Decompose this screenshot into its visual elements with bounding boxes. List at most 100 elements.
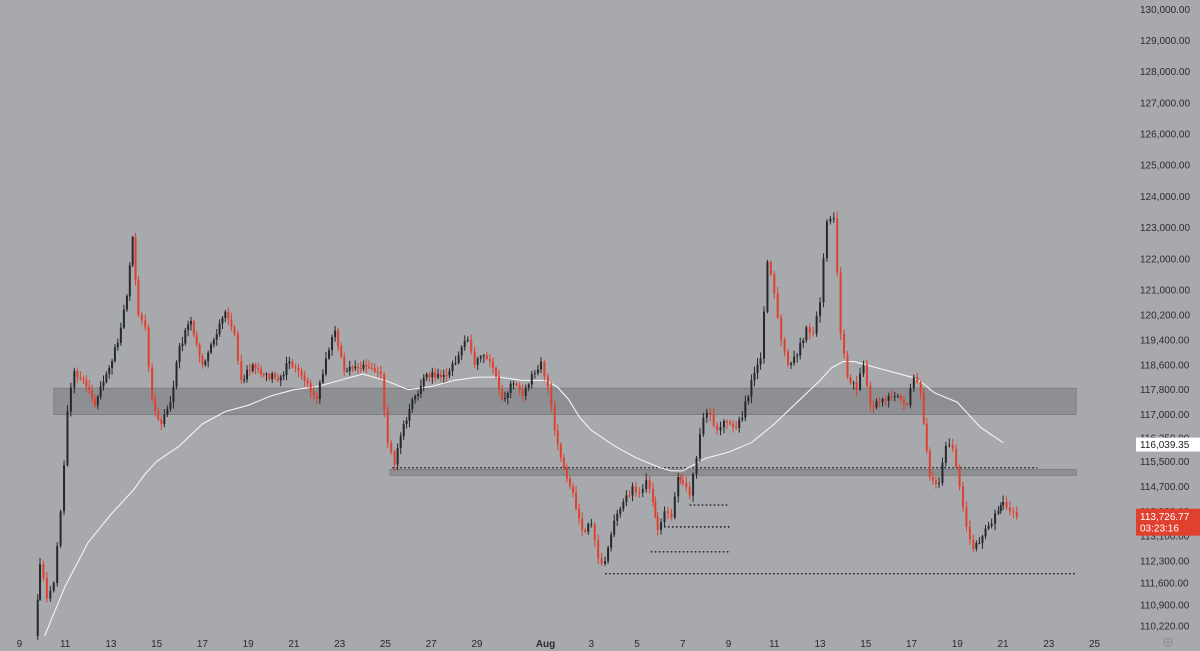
y-tick-label: 129,000.00 — [1140, 36, 1190, 47]
candle — [116, 338, 119, 351]
candle — [799, 337, 802, 360]
x-tick-label: 17 — [197, 639, 209, 650]
candle — [934, 476, 937, 489]
candle — [859, 367, 862, 392]
candle — [189, 316, 192, 331]
candle — [376, 366, 379, 378]
y-tick-label: 122,000.00 — [1140, 254, 1190, 265]
candle — [975, 540, 978, 552]
candle — [463, 335, 466, 351]
x-tick-label: 19 — [243, 639, 255, 650]
candle — [890, 389, 893, 401]
candle — [59, 509, 62, 548]
candle — [236, 330, 239, 366]
candle — [425, 372, 428, 382]
x-tick-label: Aug — [536, 639, 555, 650]
y-tick-label: 117,800.00 — [1140, 385, 1190, 396]
candle — [348, 360, 351, 376]
candle — [587, 522, 590, 535]
settings-icon[interactable] — [1163, 637, 1173, 647]
candle — [215, 329, 218, 346]
candle — [212, 337, 215, 348]
candle — [1008, 501, 1011, 516]
candle — [383, 372, 386, 418]
candle — [741, 411, 744, 423]
candle — [362, 360, 365, 372]
candle — [965, 501, 968, 532]
candle — [600, 552, 603, 567]
y-tick-label: 127,000.00 — [1140, 98, 1190, 109]
candle — [243, 374, 246, 384]
x-tick-label: 27 — [426, 639, 438, 650]
candle — [887, 392, 890, 408]
candle — [303, 370, 306, 387]
candle — [722, 419, 725, 434]
candle — [488, 354, 491, 368]
candle — [52, 581, 55, 593]
candle — [938, 477, 941, 488]
candles-group — [36, 211, 1018, 640]
candle — [184, 327, 187, 346]
candle — [494, 366, 497, 380]
candle — [759, 352, 762, 370]
candle — [328, 347, 331, 360]
candle — [899, 393, 902, 403]
candle — [144, 314, 147, 332]
candle — [506, 391, 509, 405]
candle — [445, 368, 448, 382]
candle — [881, 397, 884, 407]
candle — [702, 412, 705, 437]
y-tick-label: 117,000.00 — [1140, 410, 1190, 421]
y-tick-label: 110,220.00 — [1140, 622, 1190, 633]
candle — [955, 444, 958, 469]
countdown-label: 03:23:16 — [1140, 524, 1179, 535]
time-axis[interactable]: 9 11 13 15 17 19 21 23 25 27 29 Aug 3 5 7 9 11 13 15 17 19 21… — [17, 639, 1101, 650]
candle — [958, 464, 961, 491]
candle — [641, 484, 644, 498]
x-tick-label: 9 — [17, 639, 23, 650]
candle — [869, 381, 872, 412]
x-tick-label: 5 — [634, 639, 640, 650]
candle — [340, 342, 343, 359]
candle — [994, 509, 997, 531]
candle — [99, 381, 102, 400]
candle — [411, 397, 414, 413]
candle — [285, 356, 288, 381]
candle — [780, 313, 783, 347]
candle — [56, 542, 59, 587]
candle — [729, 419, 732, 426]
candle — [111, 358, 114, 375]
candle — [166, 405, 169, 417]
candle — [796, 352, 799, 363]
candle — [763, 306, 766, 364]
candle — [999, 502, 1002, 515]
candle — [652, 482, 655, 507]
svg-text:113,726.77: 113,726.77 — [1140, 512, 1190, 523]
candle — [773, 271, 776, 299]
candle — [735, 421, 738, 430]
candle — [181, 336, 184, 352]
candle — [151, 362, 154, 402]
candle — [386, 404, 389, 448]
candle — [681, 473, 684, 487]
candle — [805, 325, 808, 343]
candle — [550, 382, 553, 413]
price-axis[interactable]: 130,000.00 129,000.00 128,000.00 127,000.00… — [1140, 5, 1190, 633]
candle — [91, 384, 94, 403]
candle — [45, 571, 48, 603]
candle — [282, 371, 285, 381]
candle — [119, 322, 122, 346]
candle — [984, 524, 987, 540]
candle — [265, 372, 268, 382]
candle — [619, 506, 622, 518]
candle — [49, 586, 52, 602]
candle — [902, 395, 905, 410]
candle — [1002, 495, 1005, 511]
candle — [987, 521, 990, 531]
candle — [593, 522, 596, 548]
candle — [128, 262, 131, 302]
candle — [509, 380, 512, 399]
y-tick-label: 111,600.00 — [1140, 579, 1189, 590]
